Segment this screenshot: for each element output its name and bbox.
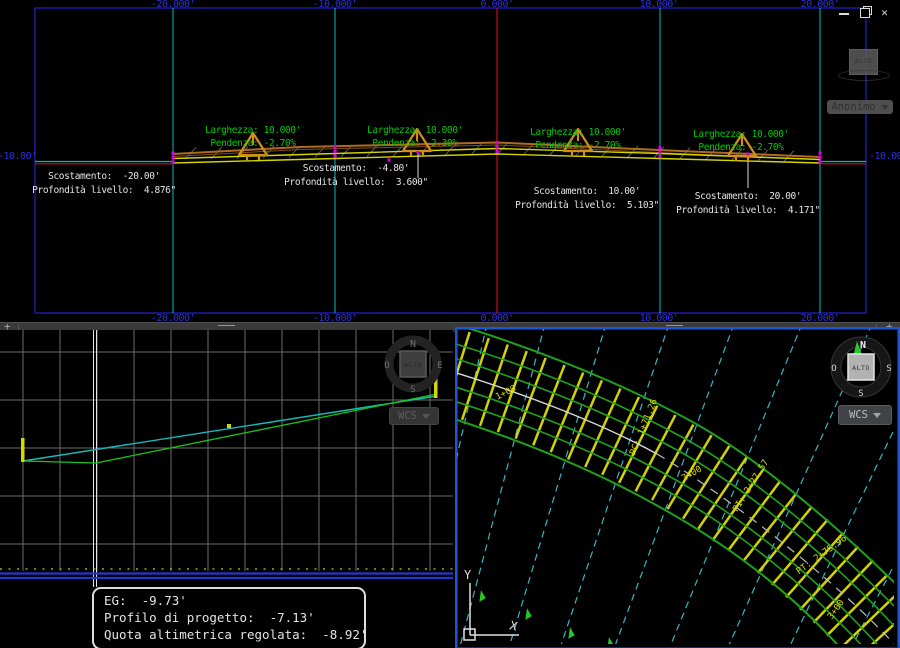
viewcube-compass[interactable]: N O S S ALTO <box>830 336 892 399</box>
viewcube-compass[interactable]: N O E S ALTO <box>384 335 443 395</box>
profile-station-markers <box>21 371 438 462</box>
ruler-bottom-label: -20.000' <box>150 313 196 324</box>
datum-lines <box>35 160 866 165</box>
wcs-dropdown[interactable]: WCS <box>389 407 439 425</box>
design-surface-bottom <box>172 153 821 164</box>
section-editor-viewport[interactable]: -20.000' -10.000' 0.000' 10.000' 20.000'… <box>0 0 900 324</box>
datum-blue-lines <box>0 572 453 580</box>
compass-north-label: N <box>860 340 866 351</box>
pendenza-label: Pendenza: -2.70% <box>210 138 296 149</box>
scostamento-label: Scostamento: -20.00' <box>48 171 160 182</box>
pendenza-label: Pendenza: -2.70% <box>698 142 784 153</box>
viewcube-face[interactable] <box>399 350 427 378</box>
north-arrow-icon <box>853 341 862 357</box>
compass-west-label: O <box>831 364 836 374</box>
design-profile-line <box>22 395 438 462</box>
larghezza-label: Larghezza: 10.000' <box>693 129 789 140</box>
offset-label: Scostamento: -20.00' Profondità livello:… <box>32 170 176 197</box>
larghezza-label: Larghezza: 10.000' <box>367 125 463 136</box>
ruler-top-label: -20.000' <box>150 0 196 10</box>
compass-north-label: N <box>410 339 416 350</box>
chevron-down-icon <box>872 412 881 418</box>
elevation-label-left: -10.00' <box>0 151 37 162</box>
label-leaders <box>417 154 749 188</box>
profondita-label: Profondità livello: 4.876" <box>32 184 176 196</box>
named-view-label: Anonimo <box>831 101 876 113</box>
splitter-expand-right-button[interactable]: + <box>886 321 893 332</box>
pendenza-label: Pendenza: -2.70% <box>535 140 621 151</box>
profondita-label: Profondità livello: 3.600" <box>284 176 428 188</box>
alignment-centerline <box>457 372 658 455</box>
slope-symbols <box>237 127 758 161</box>
named-view-dropdown[interactable]: Anonimo <box>827 100 893 114</box>
assembly-label: Larghezza: 10.000' Pendenza: -2.30% <box>367 124 463 150</box>
scostamento-label: Scostamento: 20.00' <box>694 191 802 202</box>
viewcube-face[interactable] <box>847 353 875 381</box>
compass-east-label: E <box>437 361 442 371</box>
ruler-top-label: 20.000' <box>800 0 840 10</box>
profile-drawing: N O E S ALTO <box>0 330 453 587</box>
compass-east-label: S <box>886 364 891 374</box>
offset-label: Scostamento: 20.00' Profondità livello: … <box>676 190 820 217</box>
offset-label: Scostamento: -4.80' Profondità livello: … <box>284 162 428 189</box>
minimize-icon <box>839 13 849 15</box>
elevation-label-right: -10.00' <box>869 151 900 162</box>
contour-lines <box>457 329 898 648</box>
section-drawing <box>34 7 867 314</box>
profondita-label: Profondità livello: 4.171" <box>676 204 820 216</box>
wcs-dropdown[interactable]: WCS <box>838 405 892 425</box>
section-frame <box>34 7 867 314</box>
splitter-expand-left-button[interactable]: + <box>4 320 11 333</box>
offset-label: Scostamento: 10.00' Profondità livello: … <box>515 185 659 212</box>
ruler-bottom-label: 20.000' <box>800 313 840 324</box>
compass-south-label: S <box>858 389 863 399</box>
plan-drawing: 1+00 PC: 1+71.26 2+00 PI: 2+27.57 PT: 2+… <box>457 329 898 648</box>
scostamento-label: Scostamento: 10.00' <box>533 186 641 197</box>
ruler-bottom-label: 10.000' <box>639 313 679 324</box>
splitter-divider <box>18 324 19 330</box>
station-tooltip: EG: -9.73' Profilo di progetto: -7.13' Q… <box>92 587 368 648</box>
viewcube-face-label: ALTO <box>852 364 870 372</box>
ucs-x-label: X <box>508 618 519 634</box>
current-station-line <box>93 330 97 587</box>
station-label: PI: 2+27.57 <box>731 458 771 514</box>
larghezza-label: Larghezza: 10.000' <box>205 125 301 136</box>
tooltip-eg: EG: -9.73' <box>104 593 187 608</box>
ruler-top-label: 0.000' <box>480 0 514 10</box>
corridor-ties <box>457 329 898 648</box>
minimize-button[interactable] <box>836 5 853 20</box>
tooltip-quota: Quota altimetrica regolata: -8.92' <box>104 627 368 642</box>
ucs-y-label: Y <box>464 568 472 582</box>
wcs-label: WCS <box>398 410 417 422</box>
corridor-edges <box>457 329 898 648</box>
profondita-label: Profondità livello: 5.103" <box>515 199 659 211</box>
assembly-label: Larghezza: 10.000' Pendenza: -2.70% <box>205 124 301 150</box>
ruler-top-label: 10.000' <box>639 0 679 10</box>
ruler-bottom-label: -10.000' <box>312 313 358 324</box>
compass-south-label: S <box>410 385 415 395</box>
plan-viewport[interactable]: 1+00 PC: 1+71.26 2+00 PI: 2+27.57 PT: 2+… <box>455 327 900 648</box>
viewcube-compass-ring <box>838 70 890 81</box>
assembly-label: Larghezza: 10.000' Pendenza: -2.70% <box>530 126 626 152</box>
ground-profile-line <box>22 393 438 464</box>
wcs-label: WCS <box>849 409 868 421</box>
slope-arrows <box>479 590 614 648</box>
ucs-icon: Y X <box>463 568 519 641</box>
assembly-label: Larghezza: 10.000' Pendenza: -2.70% <box>693 128 789 154</box>
chevron-down-icon <box>421 413 430 419</box>
profile-viewport[interactable]: N O E S ALTO WCS EG: -9.73' Profilo di p… <box>0 330 453 648</box>
close-button[interactable]: ✕ <box>881 6 888 19</box>
compass-west-label: O <box>384 361 389 371</box>
pendenza-label: Pendenza: -2.30% <box>372 138 458 149</box>
viewcube-face-label: ALTO <box>404 361 422 369</box>
chevron-down-icon <box>880 104 889 110</box>
larghezza-label: Larghezza: 10.000' <box>530 127 626 138</box>
scostamento-label: Scostamento: -4.80' <box>302 163 410 174</box>
ruler-top-label: -10.000' <box>312 0 358 10</box>
ruler-bottom-label: 0.000' <box>480 313 514 324</box>
section-point-markers <box>171 141 822 164</box>
restore-button[interactable] <box>856 5 873 20</box>
tooltip-profilo: Profilo di progetto: -7.13' <box>104 610 315 625</box>
